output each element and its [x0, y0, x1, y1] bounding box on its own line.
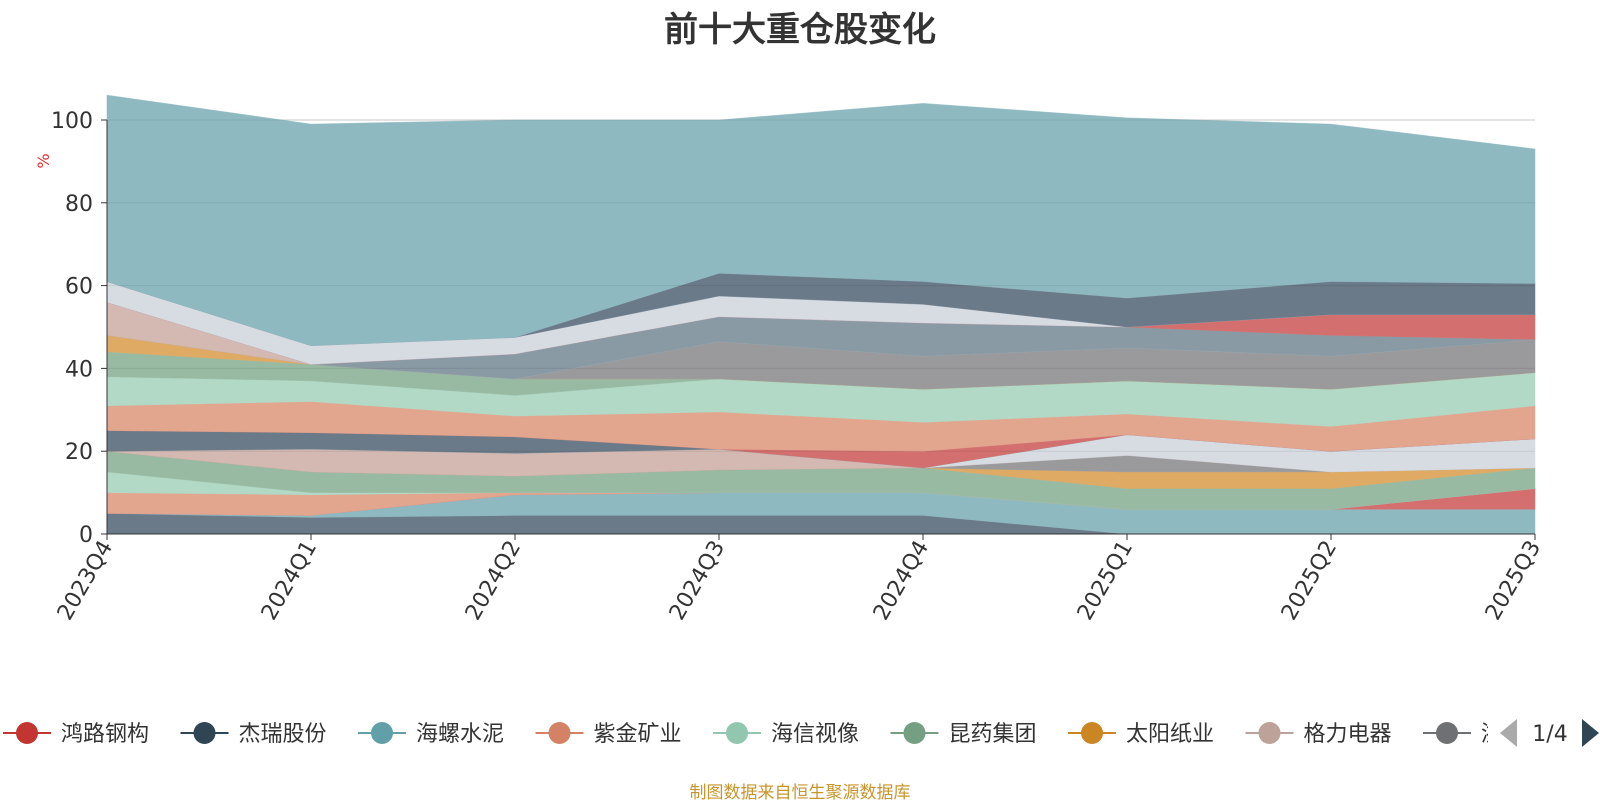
legend-item[interactable]: 海信视像: [713, 722, 859, 747]
data-source-note: 制图数据来自恒生聚源数据库: [689, 783, 911, 803]
x-tick-label: 2024Q4: [869, 537, 934, 625]
stacked-area-chart: 0 20 40 60 80 100% 2023Q4 2024Q1 2024Q2 2024Q3 202…: [3, 94, 1599, 747]
legend-item[interactable]: 鸿路钢构: [3, 722, 149, 747]
legend-label: 昆药集团: [949, 722, 1037, 747]
x-tick-label: 2023Q4: [53, 537, 118, 625]
legend-item[interactable]: 昆药集团: [890, 722, 1037, 747]
legend-marker: [193, 722, 216, 744]
legend-marker: [16, 722, 38, 744]
legend-label: 海信视像: [771, 722, 859, 747]
x-tick-label: 2025Q1: [1073, 537, 1138, 625]
legend-label: 紫金矿业: [594, 722, 682, 747]
legend-marker: [1258, 722, 1281, 744]
y-tick-label: 60: [65, 275, 93, 300]
legend-item[interactable]: 杰瑞股份: [180, 722, 327, 747]
legend-label: 海螺水泥: [416, 722, 504, 747]
legend-marker: [371, 722, 393, 744]
area-series-23: [106, 94, 1536, 347]
x-tick-label: 2024Q1: [257, 537, 322, 625]
legend-label: 鸿路钢构: [61, 722, 149, 747]
legend-page-indicator: 1/4: [1532, 722, 1567, 747]
legend-marker: [1081, 722, 1103, 744]
y-tick-label: 80: [65, 192, 93, 217]
legend-item[interactable]: 太阳纸业: [1068, 722, 1214, 747]
y-tick-label: 40: [65, 357, 93, 382]
legend-next-arrow-icon[interactable]: [1582, 719, 1599, 747]
legend-marker: [548, 722, 571, 744]
y-tick-label: 20: [65, 440, 93, 465]
x-tick-label: 2025Q3: [1481, 537, 1546, 625]
legend-marker: [903, 722, 926, 744]
legend-prev-arrow-icon[interactable]: [1500, 719, 1517, 747]
legend-label: 格力电器: [1304, 722, 1392, 747]
legend-item[interactable]: 格力电器: [1245, 722, 1392, 747]
y-tick-label: 0: [79, 523, 93, 548]
y-tick-label: 100: [51, 109, 93, 134]
legend-item[interactable]: 海螺水泥: [358, 722, 504, 747]
legend-item[interactable]: 紫金矿业: [535, 722, 682, 747]
x-tick-label: 2024Q3: [665, 537, 730, 625]
chart-title: 前十大重仓股变化: [664, 10, 936, 50]
legend-marker: [1436, 722, 1458, 744]
x-tick-label: 2025Q2: [1277, 537, 1342, 625]
x-tick-label: 2024Q2: [461, 537, 526, 625]
legend-marker: [726, 722, 748, 744]
y-axis-label: %: [34, 153, 53, 168]
legend: 鸿路钢构杰瑞股份海螺水泥紫金矿业海信视像昆药集团太阳纸业格力电器浙: [3, 722, 1503, 747]
legend-label: 太阳纸业: [1126, 722, 1214, 747]
legend-label: 杰瑞股份: [239, 722, 327, 747]
